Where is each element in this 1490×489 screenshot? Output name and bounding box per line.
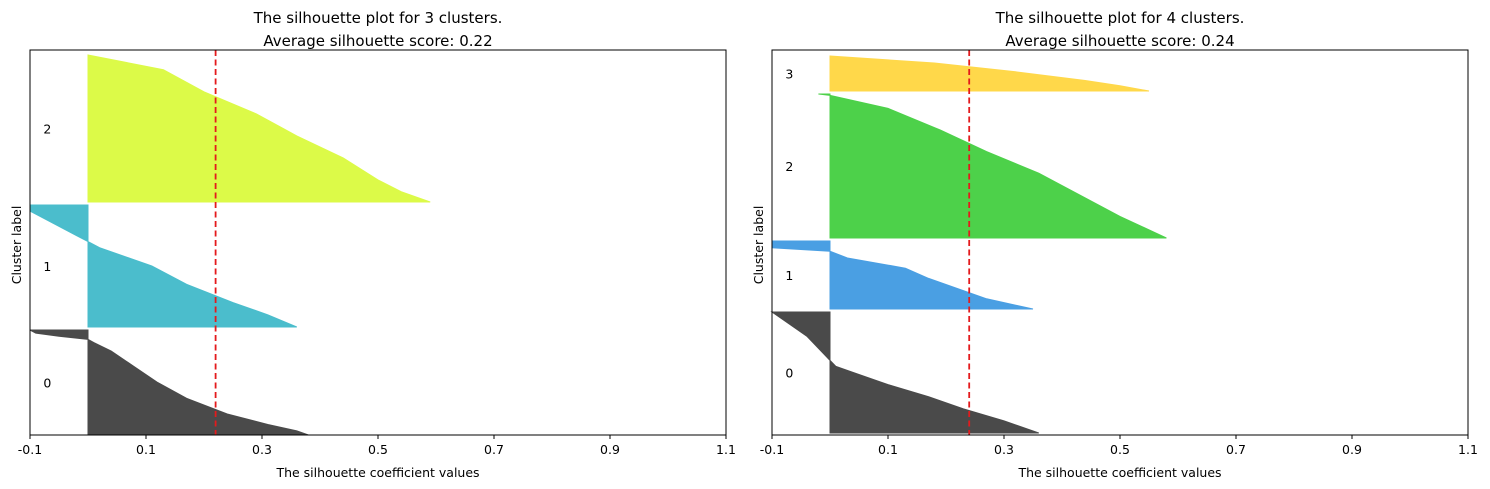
cluster-label-0: 0 (785, 366, 793, 381)
silhouette-band-cluster-1 (29, 204, 297, 328)
x-axis-ticks: -0.1 0.1 0.3 0.5 0.7 0.9 1.1 (18, 435, 736, 457)
y-axis-label: Cluster label (9, 206, 24, 285)
cluster-labels: 0 1 2 3 (785, 67, 793, 381)
cluster-labels: 0 1 2 (43, 122, 51, 391)
x-tick-label: 0.1 (878, 442, 898, 457)
x-tick-label: -0.1 (760, 442, 784, 457)
silhouette-plot-4-clusters: The silhouette plot for 4 clusters. Aver… (751, 9, 1478, 480)
x-tick-label: -0.1 (18, 442, 42, 457)
cluster-label-2: 2 (785, 159, 793, 174)
cluster-label-1: 1 (785, 268, 793, 283)
chart-title: The silhouette plot for 3 clusters. (253, 9, 503, 27)
x-tick-label: 0.9 (1342, 442, 1362, 457)
y-axis-label: Cluster label (751, 206, 766, 285)
cluster-label-0: 0 (43, 376, 51, 391)
chart-subtitle: Average silhouette score: 0.24 (1005, 32, 1234, 50)
x-tick-label: 0.3 (994, 442, 1014, 457)
x-tick-label: 0.7 (484, 442, 504, 457)
x-tick-label: 0.7 (1226, 442, 1246, 457)
x-tick-label: 1.1 (1458, 442, 1478, 457)
cluster-bands (29, 54, 431, 436)
x-axis-ticks: -0.1 0.1 0.3 0.5 0.7 0.9 1.1 (760, 435, 1478, 457)
x-tick-label: 0.3 (252, 442, 272, 457)
cluster-label-3: 3 (785, 67, 793, 82)
cluster-label-1: 1 (43, 259, 51, 274)
x-tick-label: 0.9 (600, 442, 620, 457)
x-tick-label: 0.5 (1110, 442, 1130, 457)
silhouette-band-cluster-2 (87, 54, 431, 203)
silhouette-band-cluster-2 (818, 93, 1167, 239)
silhouette-band-cluster-0 (29, 329, 309, 436)
x-tick-label: 1.1 (716, 442, 736, 457)
chart-subtitle: Average silhouette score: 0.22 (263, 32, 492, 50)
cluster-label-2: 2 (43, 122, 51, 137)
silhouette-band-cluster-0 (770, 311, 1039, 434)
x-axis-label: The silhouette coefficient values (1017, 465, 1221, 480)
x-tick-label: 0.5 (368, 442, 388, 457)
silhouette-band-cluster-1 (771, 240, 1034, 310)
silhouette-plot-3-clusters: The silhouette plot for 3 clusters. Aver… (9, 9, 736, 480)
silhouette-band-cluster-3 (829, 55, 1150, 92)
x-tick-label: 0.1 (136, 442, 156, 457)
chart-title: The silhouette plot for 4 clusters. (995, 9, 1245, 27)
x-axis-label: The silhouette coefficient values (275, 465, 479, 480)
